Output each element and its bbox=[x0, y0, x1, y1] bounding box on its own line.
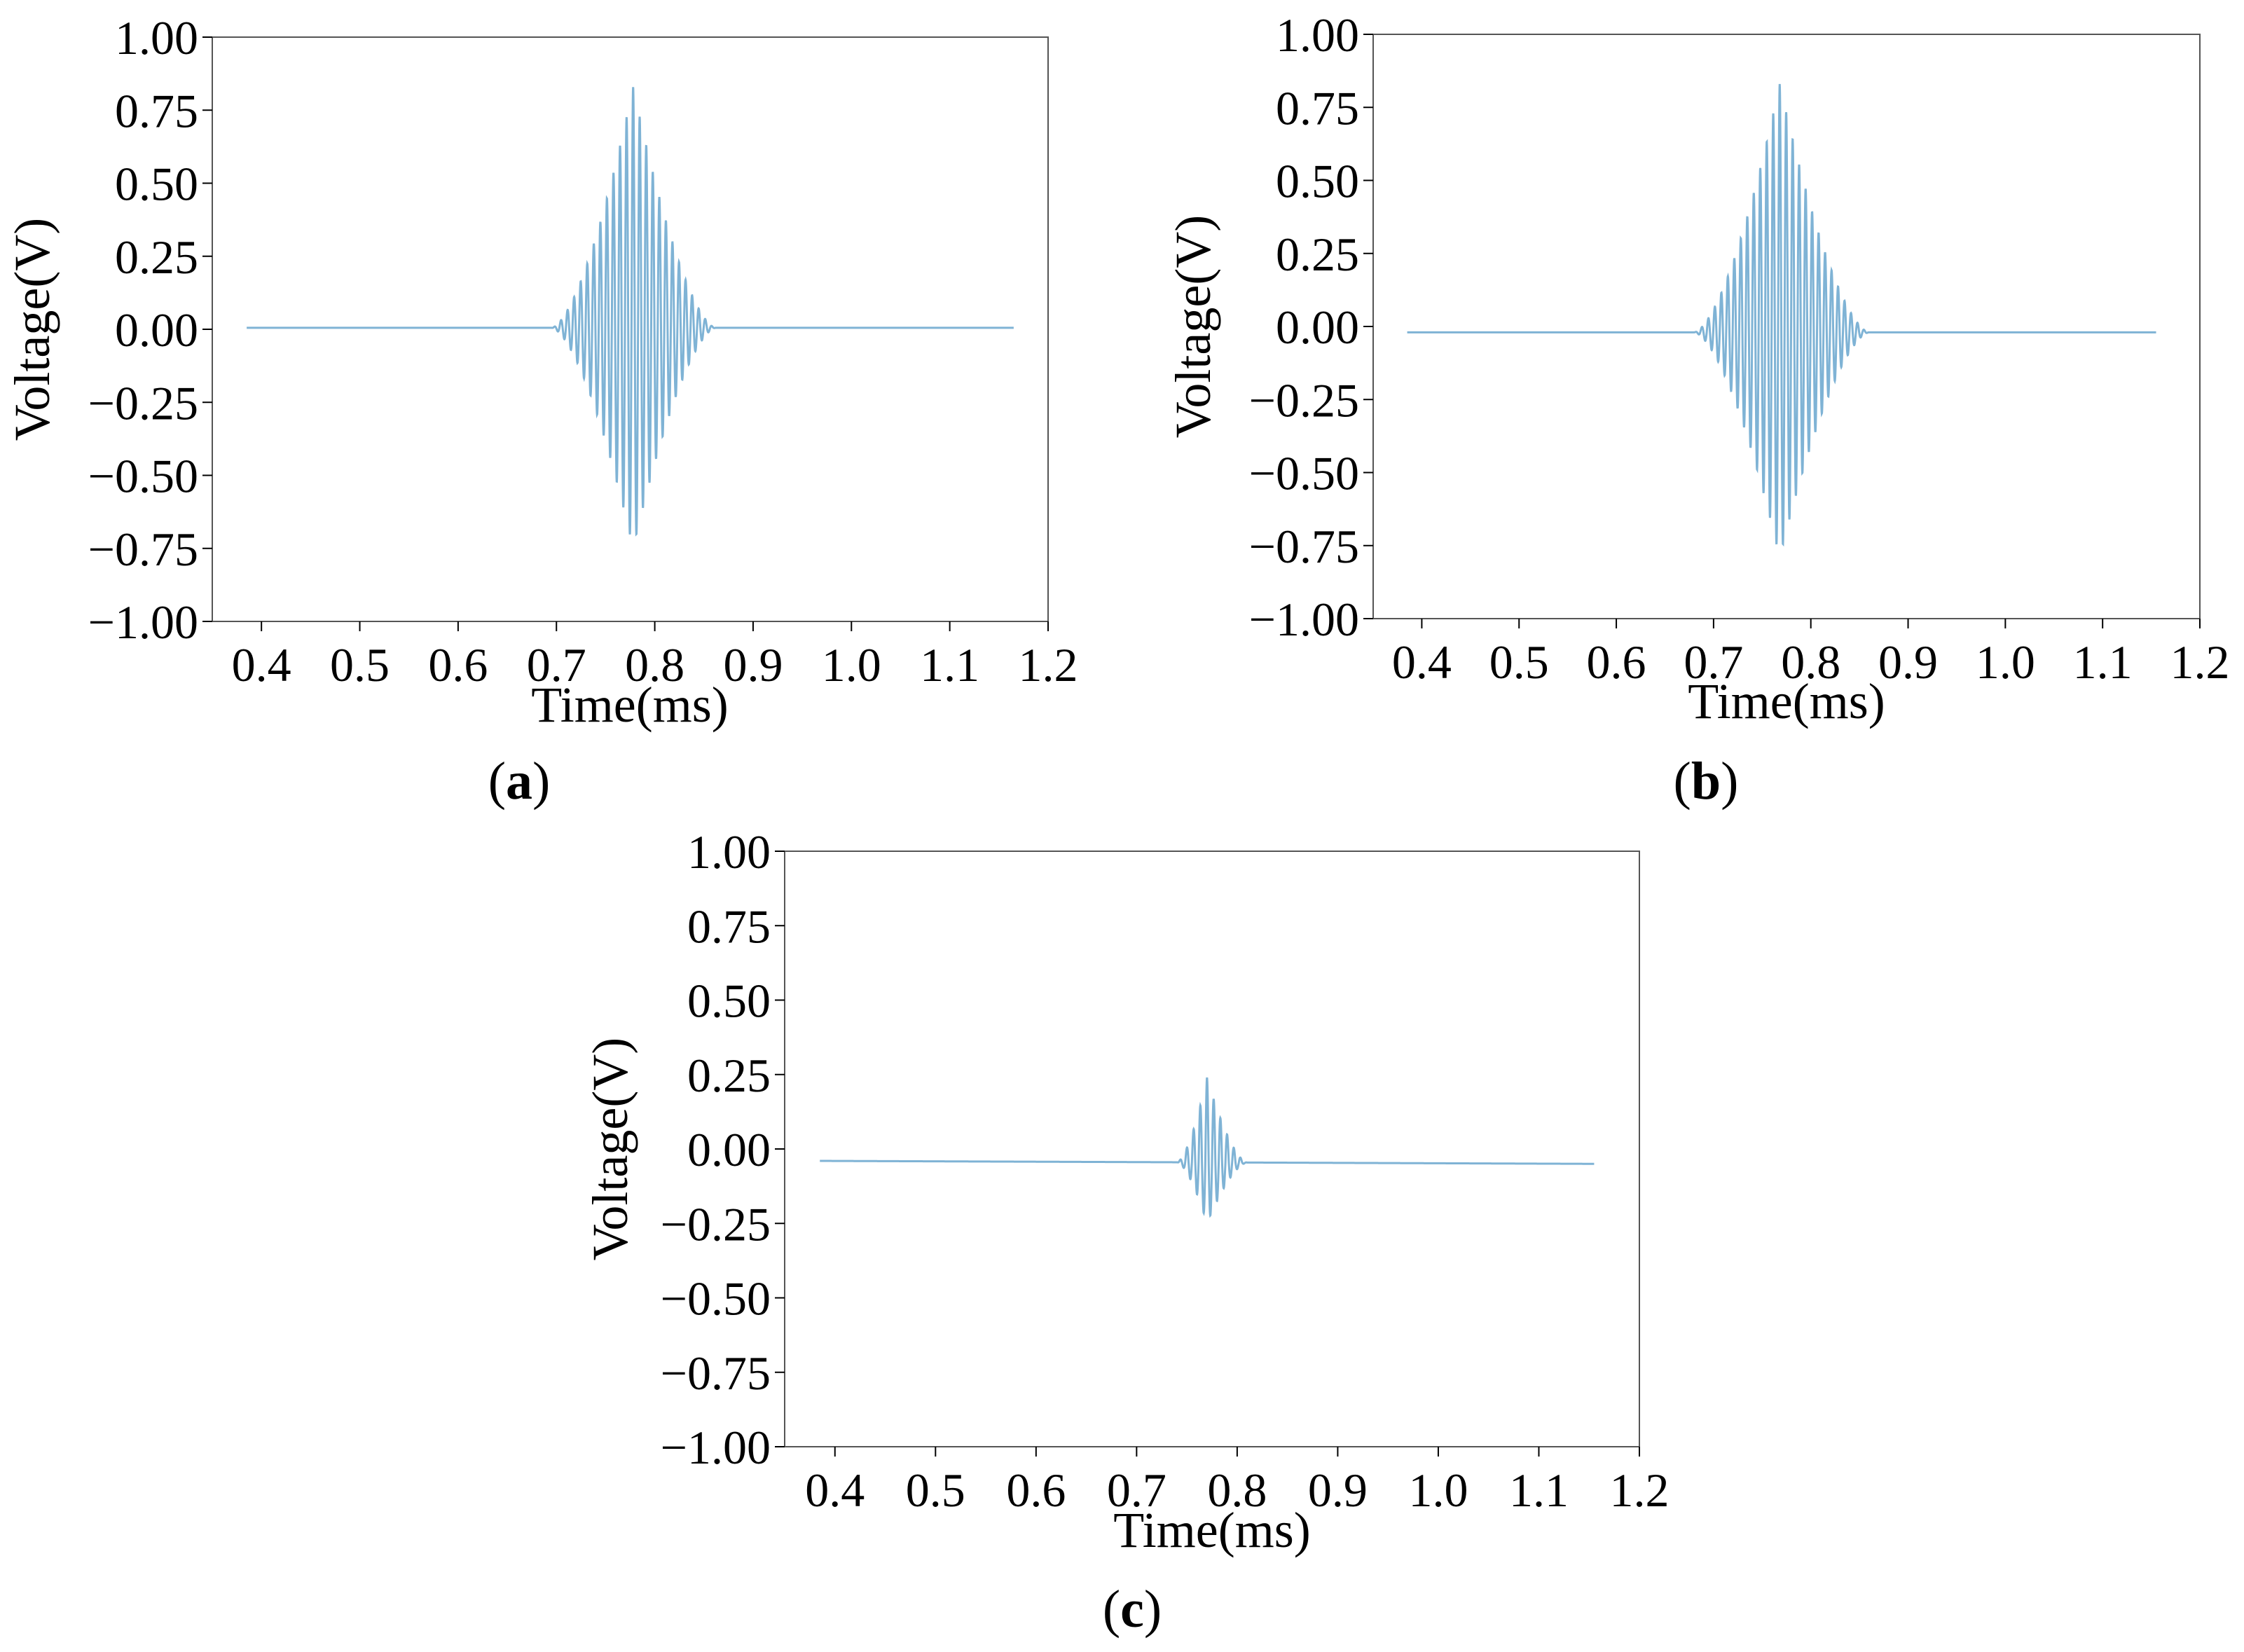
voltage-trace bbox=[820, 1077, 1595, 1218]
x-tick-label: 0.9 bbox=[723, 638, 783, 691]
y-axis-label: Voltage(V) bbox=[4, 218, 60, 441]
y-tick-label: −0.50 bbox=[661, 1272, 771, 1326]
y-tick-label: 0.75 bbox=[687, 900, 771, 953]
y-tick-label: 0.50 bbox=[1276, 155, 1359, 208]
x-tick-label: 0.6 bbox=[428, 638, 488, 691]
x-tick-label: 0.7 bbox=[1107, 1464, 1166, 1517]
x-tick-label: 1.0 bbox=[1408, 1464, 1468, 1517]
x-tick-label: 0.4 bbox=[805, 1464, 865, 1517]
y-axis-label: Voltage(V) bbox=[582, 1038, 638, 1261]
y-tick-label: 0.75 bbox=[115, 84, 198, 137]
y-tick-label: 1.00 bbox=[687, 825, 771, 879]
voltage-trace bbox=[1407, 83, 2156, 547]
x-axis-label: Time(ms) bbox=[531, 677, 728, 733]
y-tick-label: −0.75 bbox=[1249, 520, 1359, 573]
x-tick-label: 0.8 bbox=[1207, 1464, 1267, 1517]
y-tick-label: −1.00 bbox=[88, 596, 198, 649]
tick-labels: 0.4 0.5 0.6 0.7 0.8 0.9 1.0 1.1 1.2 −1.00 −0.75 −0.… bbox=[88, 11, 1078, 691]
x-tick-label: 1.1 bbox=[920, 638, 979, 691]
x-tick-label: 0.7 bbox=[1684, 635, 1743, 689]
panel-label-a: (a) bbox=[488, 752, 551, 811]
x-tick-label: 1.1 bbox=[1509, 1464, 1569, 1517]
x-tick-label: 1.2 bbox=[1019, 638, 1078, 691]
y-tick-label: 0.75 bbox=[1276, 81, 1359, 135]
x-tick-label: 0.8 bbox=[625, 638, 684, 691]
x-axis-label: Time(ms) bbox=[1113, 1502, 1310, 1558]
y-tick-label: 0.00 bbox=[687, 1123, 771, 1176]
y-tick-label: −0.75 bbox=[88, 523, 198, 576]
axis-ticks bbox=[202, 36, 1049, 631]
axis-ticks bbox=[775, 851, 1640, 1457]
voltage-trace bbox=[247, 87, 1014, 537]
y-tick-label: 1.00 bbox=[1276, 8, 1359, 62]
x-tick-label: 0.6 bbox=[1006, 1464, 1066, 1517]
x-tick-label: 1.2 bbox=[1610, 1464, 1670, 1517]
y-tick-label: −0.75 bbox=[661, 1347, 771, 1400]
x-tick-label: 0.6 bbox=[1587, 635, 1646, 689]
x-tick-label: 0.8 bbox=[1781, 635, 1840, 689]
y-tick-label: 0.50 bbox=[115, 158, 198, 211]
x-axis-label: Time(ms) bbox=[1688, 673, 1885, 729]
x-tick-label: 0.9 bbox=[1878, 635, 1938, 689]
axis-ticks bbox=[1363, 34, 2201, 628]
y-tick-label: −0.25 bbox=[1249, 373, 1359, 427]
tick-labels: 0.4 0.5 0.6 0.7 0.8 0.9 1.0 1.1 1.2 −1.00 −0.75 −0.… bbox=[661, 825, 1670, 1517]
y-axis-label: Voltage(V) bbox=[1165, 215, 1221, 439]
y-tick-label: −1.00 bbox=[661, 1421, 771, 1474]
y-tick-label: 0.25 bbox=[687, 1049, 771, 1102]
x-tick-label: 0.4 bbox=[1392, 635, 1452, 689]
x-tick-label: 1.1 bbox=[2073, 635, 2133, 689]
y-tick-label: 0.25 bbox=[115, 230, 198, 284]
y-tick-label: 1.00 bbox=[115, 11, 198, 64]
x-tick-label: 0.9 bbox=[1308, 1464, 1368, 1517]
y-tick-label: −0.25 bbox=[661, 1197, 771, 1251]
x-tick-label: 1.2 bbox=[2170, 635, 2230, 689]
panel-label-b: (b) bbox=[1674, 752, 1739, 811]
x-tick-label: 1.0 bbox=[1976, 635, 2035, 689]
chart-panel-a: 0.4 0.5 0.6 0.7 0.8 0.9 1.0 1.1 1.2 −1.00 −0.75 −0.… bbox=[4, 11, 1078, 811]
y-tick-label: −0.50 bbox=[88, 450, 198, 503]
y-tick-label: 0.50 bbox=[687, 975, 771, 1028]
x-tick-label: 0.5 bbox=[330, 638, 390, 691]
x-tick-label: 1.0 bbox=[822, 638, 881, 691]
y-tick-label: −0.50 bbox=[1249, 447, 1359, 500]
x-tick-label: 0.5 bbox=[1489, 635, 1549, 689]
y-tick-label: −1.00 bbox=[1249, 593, 1359, 646]
x-tick-label: 0.5 bbox=[906, 1464, 965, 1517]
y-tick-label: 0.25 bbox=[1276, 228, 1359, 281]
chart-panel-b: 0.4 0.5 0.6 0.7 0.8 0.9 1.0 1.1 1.2 −1.00 −0.75 −0.… bbox=[1165, 8, 2230, 811]
x-tick-label: 0.7 bbox=[527, 638, 586, 691]
tick-labels: 0.4 0.5 0.6 0.7 0.8 0.9 1.0 1.1 1.2 −1.00 −0.75 −0.… bbox=[1249, 8, 2230, 689]
y-tick-label: 0.00 bbox=[115, 303, 198, 357]
y-tick-label: 0.00 bbox=[1276, 301, 1359, 354]
x-tick-label: 0.4 bbox=[232, 638, 291, 691]
chart-panel-c: 0.4 0.5 0.6 0.7 0.8 0.9 1.0 1.1 1.2 −1.00 −0.75 −0.… bbox=[582, 825, 1670, 1639]
y-tick-label: −0.25 bbox=[88, 376, 198, 429]
panel-label-c: (c) bbox=[1103, 1580, 1162, 1639]
